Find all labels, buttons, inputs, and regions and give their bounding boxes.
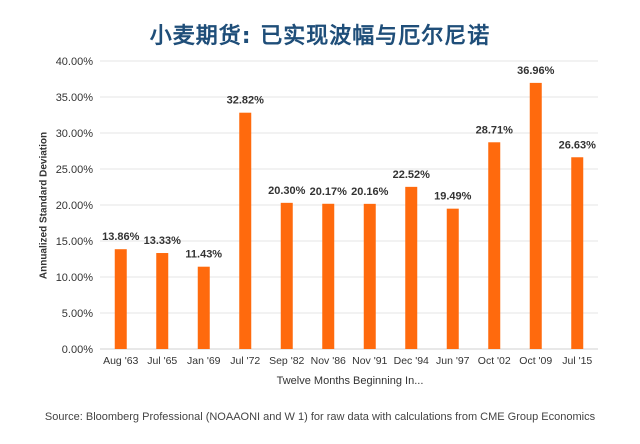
bar: [363, 203, 376, 349]
x-tick-label: Jun '97: [436, 355, 470, 367]
bar: [239, 112, 252, 349]
data-label: 26.63%: [559, 139, 597, 151]
y-tick-label: 30.00%: [56, 128, 94, 140]
data-label: 20.17%: [310, 186, 348, 198]
bar: [156, 253, 169, 349]
x-tick-label: Nov '86: [311, 355, 346, 367]
bar: [114, 249, 127, 349]
x-tick-label: Nov '91: [352, 355, 387, 367]
bar: [529, 82, 542, 349]
data-label: 19.49%: [434, 191, 472, 203]
source-note: Source: Bloomberg Professional (NOAAONI …: [44, 411, 596, 423]
data-label: 13.86%: [102, 231, 140, 243]
data-label: 13.33%: [144, 235, 182, 247]
bar: [197, 266, 210, 349]
bar: [571, 157, 584, 349]
y-tick-label: 5.00%: [62, 308, 93, 320]
data-label: 28.71%: [476, 124, 514, 136]
bar: [280, 202, 293, 349]
bar: [446, 208, 459, 349]
y-tick-label: 20.00%: [56, 200, 94, 212]
chart-title: 小麦期货: 已实现波幅与厄尔尼诺: [149, 24, 491, 49]
bar: [405, 186, 418, 349]
y-tick-label: 0.00%: [62, 344, 93, 356]
y-tick-label: 10.00%: [56, 272, 94, 284]
data-label: 36.96%: [517, 65, 555, 77]
bar: [488, 142, 501, 349]
y-tick-label: 35.00%: [56, 92, 94, 104]
y-tick-label: 25.00%: [56, 164, 94, 176]
x-tick-label: Aug '63: [103, 355, 138, 367]
x-tick-label: Sep '82: [269, 355, 304, 367]
x-tick-label: Oct '09: [519, 355, 552, 367]
x-tick-label: Jan '69: [187, 355, 221, 367]
x-tick-label: Dec '94: [394, 355, 429, 367]
x-tick-label: Jul '65: [147, 355, 177, 367]
data-label: 20.30%: [268, 185, 306, 197]
data-label: 32.82%: [227, 95, 265, 107]
bar: [322, 203, 335, 349]
y-tick-label: 15.00%: [56, 236, 94, 248]
data-label: 20.16%: [351, 186, 389, 198]
x-axis-label: Twelve Months Beginning In...: [276, 375, 424, 387]
x-tick-label: Jul '15: [562, 355, 592, 367]
y-tick-label: 40.00%: [56, 56, 94, 68]
data-label: 11.43%: [185, 249, 222, 261]
y-axis-label: Annualized Standard Deviation: [38, 131, 50, 280]
x-tick-label: Oct '02: [478, 355, 511, 367]
x-tick-label: Jul '72: [230, 355, 260, 367]
data-label: 22.52%: [393, 169, 431, 181]
